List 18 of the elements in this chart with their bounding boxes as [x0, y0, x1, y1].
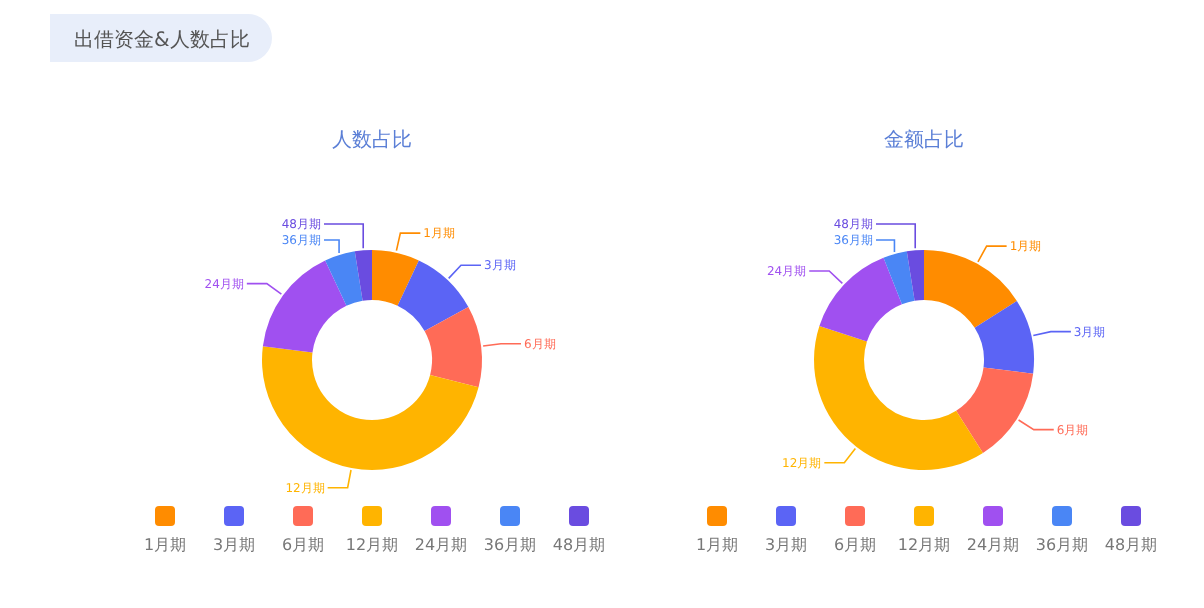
- legend-label: 24月期: [966, 536, 1020, 554]
- text: 出借资金&人数占比: [74, 28, 250, 52]
- legend-label: 12月期: [897, 536, 951, 554]
- legend-label: 48月期: [1104, 536, 1158, 554]
- legend-label: 24月期: [414, 536, 468, 554]
- chart-title: 人数占比: [332, 128, 412, 152]
- legend-label: 48月期: [552, 536, 606, 554]
- legend-label: 1月期: [143, 536, 187, 554]
- legend-label: 3月期: [212, 536, 256, 554]
- donut-slice: [924, 250, 1017, 328]
- legend-label: 36月期: [1035, 536, 1089, 554]
- legend-label: 6月期: [833, 536, 877, 554]
- legend-label: 36月期: [483, 536, 537, 554]
- legend-label: 1月期: [695, 536, 739, 554]
- legend-label: 12月期: [345, 536, 399, 554]
- legend-label: 6月期: [281, 536, 325, 554]
- legend-label: 3月期: [764, 536, 808, 554]
- chart-title: 金额占比: [884, 128, 964, 152]
